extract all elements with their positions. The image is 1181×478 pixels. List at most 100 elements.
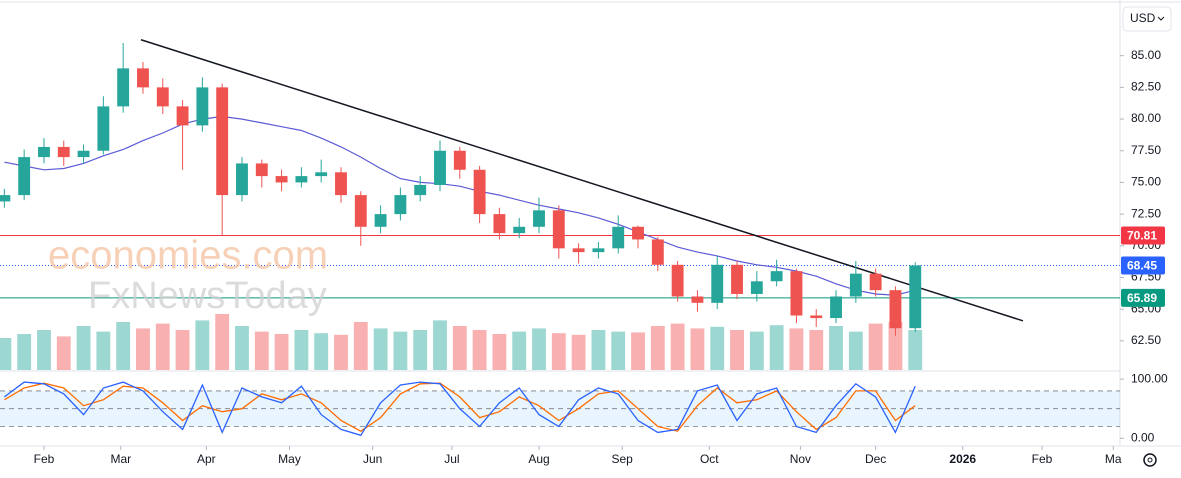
candle-body [533,210,545,227]
candle-body [394,195,407,215]
y-tick-label: 85.00 [1131,48,1161,62]
candle-body [889,290,902,329]
candle-body [38,146,50,158]
candle-body [830,296,842,319]
volume-bar [809,330,824,370]
candle-body [473,169,486,215]
x-tick-label: May [278,452,301,466]
candle-body [255,163,268,177]
volume-bar [472,330,487,370]
level-label-box [1121,256,1165,275]
candle-body [691,296,704,303]
candle-body [592,248,605,253]
candle-body [909,265,922,329]
candle-body [810,315,823,319]
candle-body [572,248,585,253]
candle-body [651,239,664,265]
volume-bar [334,334,348,370]
volume-bar [789,328,804,370]
volume-bar [116,322,131,370]
level-label: 68.45 [1127,259,1157,273]
volume-bar [433,320,447,370]
chevron[interactable] [1157,16,1165,21]
candle-body [97,106,110,151]
x-tick-label: Apr [197,452,216,466]
x-tick-label: Nov [790,452,811,466]
volume-bar [631,332,645,370]
y-tick-label: 62.50 [1131,333,1161,347]
watermark: FxNewsToday [88,275,327,317]
candle-body [711,264,724,303]
y-tick-label: 82.50 [1131,80,1161,94]
volume-bar [650,326,665,370]
level-label-box [1121,288,1165,307]
gear-icon[interactable] [1143,453,1157,467]
x-tick-label: 2026 [949,452,976,466]
volume-bar [393,331,408,370]
volume-bar [136,328,150,370]
volume-bar [413,330,428,370]
candle-body [513,226,526,234]
currency-box[interactable] [1122,6,1172,32]
candle-body [632,226,644,240]
volume-bar [235,326,249,370]
volume-bar [96,331,111,370]
volume-bar [532,328,546,370]
y-tick-label: 72.50 [1131,206,1161,220]
candle-body [612,226,625,249]
level-label: 65.89 [1127,291,1157,305]
stoch-tick-label: 0.00 [1131,430,1155,444]
candle-body [117,68,130,107]
volume-bar [908,330,923,370]
x-tick-label: Jun [363,452,382,466]
volume-bar [730,330,744,370]
settings-button[interactable] [1143,453,1157,467]
candle-body [354,195,367,227]
volume-bar [254,331,269,370]
volume-bar [452,326,467,370]
volume-bar [294,330,309,370]
y-tick-label: 80.00 [1131,111,1161,125]
volume-bar [373,328,388,370]
candle-body [770,271,783,282]
candle-body [731,264,743,294]
stoch-k-line [4,381,916,437]
volume-bar [37,330,51,370]
candle-body [196,87,209,126]
candle-body [176,106,189,126]
candle-body [77,150,90,158]
volume-bar [155,323,170,370]
candle-body [275,176,288,183]
volume-bar [492,334,507,370]
currency-button[interactable]: USD [1122,6,1172,32]
candle-body [750,281,763,294]
x-tick-label: Sep [611,452,633,466]
stoch-tick-label: 100.00 [1131,371,1168,385]
volume-bar [274,334,289,370]
volume-bar [591,330,606,370]
x-tick-label: Mar [110,452,131,466]
gear-center[interactable] [1147,457,1153,463]
volume-bar [215,314,230,370]
volume-bar [551,333,566,370]
volume-bar [353,322,368,370]
candle-body [414,184,427,196]
candle-body [790,271,803,316]
x-tick-label: Oct [700,452,719,466]
candle-body [335,172,347,196]
candle-body [434,150,446,185]
volume-bar [848,331,863,370]
currency[interactable]: USD [1130,11,1156,25]
y-tick-label: 77.50 [1131,143,1161,157]
candle-body [493,214,506,234]
x-tick-label: Ma [1105,452,1122,466]
candle-body [156,87,169,107]
volume-bar [888,322,903,370]
candle-body [57,146,70,158]
volume-bar [56,336,71,370]
candle-body [0,195,11,202]
volume-bar [710,326,725,370]
candle-body [552,210,565,249]
